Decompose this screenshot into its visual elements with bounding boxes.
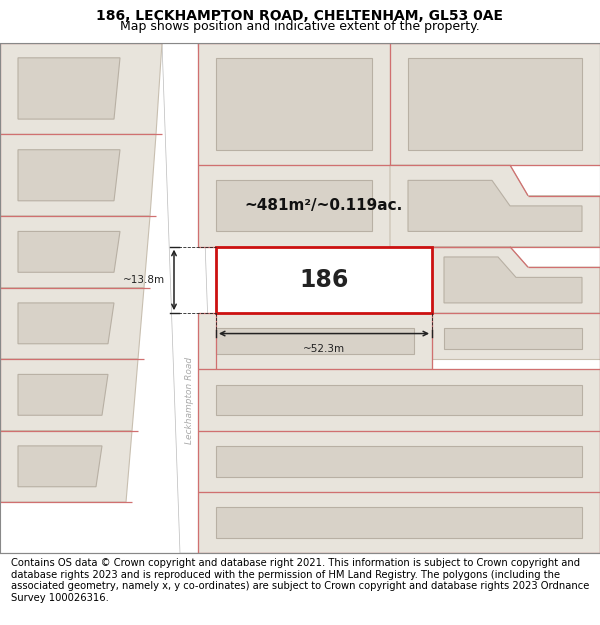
Text: 186, LECKHAMPTON ROAD, CHELTENHAM, GL53 0AE: 186, LECKHAMPTON ROAD, CHELTENHAM, GL53 … [97, 9, 503, 23]
Text: Leckhampton Road: Leckhampton Road [185, 356, 193, 444]
Polygon shape [216, 329, 414, 354]
Polygon shape [198, 369, 600, 431]
Polygon shape [390, 165, 600, 247]
Polygon shape [216, 58, 372, 150]
Polygon shape [216, 507, 582, 538]
Text: ~13.8m: ~13.8m [123, 275, 165, 285]
Polygon shape [18, 231, 120, 272]
Polygon shape [444, 329, 582, 349]
Polygon shape [390, 42, 600, 165]
Polygon shape [216, 446, 582, 476]
Polygon shape [216, 384, 582, 415]
Polygon shape [198, 313, 432, 369]
Polygon shape [408, 181, 582, 231]
Polygon shape [198, 492, 600, 553]
Polygon shape [0, 42, 162, 134]
Polygon shape [18, 374, 108, 415]
Text: Contains OS data © Crown copyright and database right 2021. This information is : Contains OS data © Crown copyright and d… [11, 558, 589, 603]
Polygon shape [18, 303, 114, 344]
Polygon shape [216, 247, 432, 313]
Text: Map shows position and indicative extent of the property.: Map shows position and indicative extent… [120, 20, 480, 33]
Polygon shape [18, 58, 120, 119]
Polygon shape [0, 431, 132, 502]
Polygon shape [162, 42, 216, 553]
Polygon shape [432, 313, 600, 359]
Polygon shape [432, 247, 600, 313]
Polygon shape [18, 150, 120, 201]
Polygon shape [198, 431, 600, 492]
Polygon shape [0, 288, 144, 359]
Polygon shape [216, 181, 372, 231]
Polygon shape [198, 165, 390, 247]
Polygon shape [0, 359, 138, 431]
Polygon shape [198, 42, 390, 165]
Polygon shape [444, 257, 582, 303]
Polygon shape [18, 446, 102, 487]
Polygon shape [408, 58, 582, 150]
Polygon shape [0, 134, 156, 216]
Text: 186: 186 [299, 268, 349, 292]
Polygon shape [0, 216, 150, 288]
Text: ~52.3m: ~52.3m [303, 344, 345, 354]
Text: ~481m²/~0.119ac.: ~481m²/~0.119ac. [245, 198, 403, 213]
